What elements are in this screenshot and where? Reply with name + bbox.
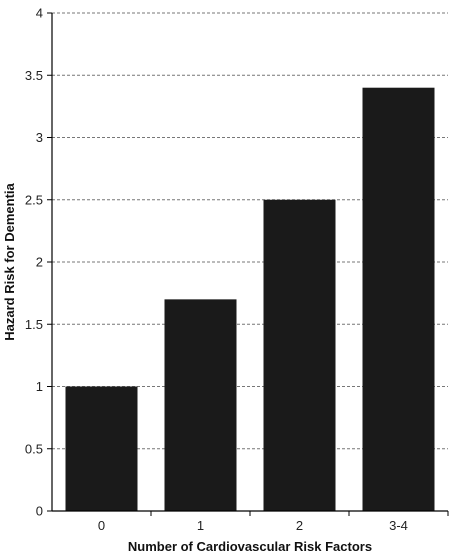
bar-1 <box>164 299 237 511</box>
bar-3-4 <box>362 87 435 511</box>
y-tick-label: 1 <box>36 379 43 394</box>
y-axis-title: Hazard Risk for Dementia <box>2 182 17 340</box>
bar-2 <box>263 199 336 511</box>
x-tick-label: 1 <box>197 518 204 533</box>
y-tick-label: 4 <box>36 6 43 21</box>
x-tick-label: 2 <box>296 518 303 533</box>
y-axis-ticks: 0 0.5 1 1.5 2 2.5 3 3.5 4 <box>25 6 52 519</box>
x-tick-label: 3-4 <box>389 518 408 533</box>
y-tick-label: 3.5 <box>25 68 43 83</box>
y-tick-label: 1.5 <box>25 317 43 332</box>
y-tick-label: 2 <box>36 255 43 270</box>
bars <box>65 87 435 511</box>
x-axis-title: Number of Cardiovascular Risk Factors <box>128 539 372 554</box>
x-tick-label: 0 <box>98 518 105 533</box>
y-tick-label: 2.5 <box>25 192 43 207</box>
y-tick-label: 3 <box>36 130 43 145</box>
y-tick-label: 0.5 <box>25 441 43 456</box>
y-tick-label: 0 <box>36 504 43 519</box>
bar-0 <box>65 386 138 511</box>
x-axis-ticks: 0 1 2 3-4 <box>98 511 449 533</box>
